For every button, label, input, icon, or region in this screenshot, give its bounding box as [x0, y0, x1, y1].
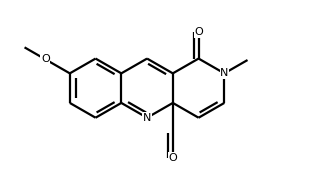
Text: O: O: [168, 153, 177, 163]
Text: N: N: [143, 113, 151, 123]
Text: N: N: [220, 68, 228, 78]
Text: O: O: [41, 54, 50, 64]
Text: O: O: [194, 27, 203, 37]
